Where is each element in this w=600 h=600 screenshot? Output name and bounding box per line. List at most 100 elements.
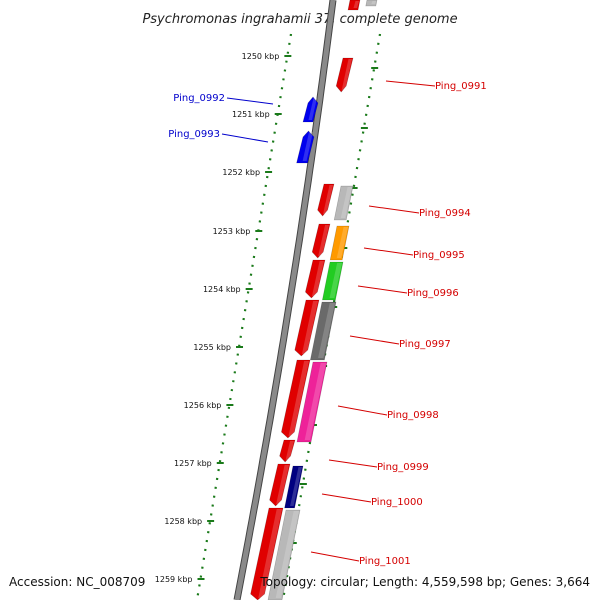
gene-label-ping-0993: Ping_0993 [168, 129, 269, 143]
gene-highlight [341, 59, 352, 90]
gene-highlight [371, 1, 376, 4]
genome-backbone [233, 0, 337, 600]
gene-highlight [258, 509, 282, 598]
gene-highlight [318, 303, 335, 358]
gene-body [294, 299, 320, 357]
map-title: Psychromonas ingrahamii 37, complete gen… [142, 12, 457, 27]
gene-label-ping-0998: Ping_0998 [337, 405, 439, 421]
tick-label: 1255 kbp [193, 343, 231, 352]
gene-ping-0994 [317, 183, 335, 217]
gene-body [296, 361, 328, 443]
tick-label: 1254 kbp [203, 285, 241, 294]
dotted-guide-left [195, 33, 293, 600]
gene-body [329, 225, 350, 261]
tick-1255-kbp: 1255 kbp [193, 343, 244, 352]
tick-1254-kbp: 1254 kbp [203, 285, 253, 294]
gene-body [302, 96, 319, 123]
gene-ping-0996 [305, 259, 326, 299]
gene-label-ping-0994: Ping_0994 [368, 205, 471, 219]
gene-highlight [276, 465, 289, 504]
gene-highlight [340, 187, 352, 218]
leader-line [385, 80, 436, 87]
gene-highlight [329, 263, 342, 298]
leader-line [363, 247, 414, 256]
category-box-0995 [329, 225, 350, 261]
gene-body [284, 465, 304, 509]
gene-body [317, 183, 335, 217]
tick-label: 1251 kbp [232, 110, 270, 119]
tick-label: 1257 kbp [174, 459, 212, 468]
tick-label: 1258 kbp [164, 517, 202, 526]
gene-label-text: Ping_0996 [407, 288, 459, 299]
gene-body [296, 130, 315, 164]
gene-ping-0993 [296, 130, 315, 164]
gene-body [347, 0, 361, 11]
leader-line [321, 493, 372, 503]
gene-highlight [353, 1, 359, 8]
gene-highlight [301, 301, 318, 354]
tick-label: 1252 kbp [222, 168, 260, 177]
category-box-1001 [267, 509, 301, 600]
leader-line [368, 205, 420, 214]
gene-track [250, 0, 378, 600]
tick-label: 1253 kbp [213, 227, 251, 236]
gene-highlight [285, 441, 294, 460]
tick-1251-kbp: 1251 kbp [232, 110, 282, 119]
gene-body [279, 439, 296, 463]
gene-body [322, 261, 344, 301]
gene-ping-0999 [279, 439, 296, 463]
tick-1257-kbp: 1257 kbp [174, 459, 224, 468]
tick-label: 1259 kbp [155, 575, 193, 584]
gene-body [310, 301, 337, 361]
kbp-scale: 1250 kbp 1251 kbp 1252 kbp 1253 kbp 1254 kbp… [155, 52, 292, 584]
leader-line [226, 97, 274, 105]
leader-line [337, 405, 388, 416]
gene-label-text: Ping_0997 [399, 339, 451, 350]
gene-label-text: Ping_1000 [371, 497, 423, 508]
gene-label-text: Ping_0994 [419, 208, 471, 219]
gene-label-ping-0996: Ping_0996 [357, 285, 459, 299]
gene-ping-0998 [281, 359, 311, 439]
topology-text: Topology: circular; Length: 4,559,598 bp… [259, 575, 590, 589]
gene-ping-1001 [250, 507, 284, 600]
gene-highlight [336, 227, 348, 258]
leader-line [349, 335, 400, 345]
gene-ping-0991 [335, 57, 354, 93]
gene-body [250, 507, 284, 600]
gene-body [269, 463, 291, 507]
category-box-0998 [296, 361, 328, 443]
gene-ping-0997 [294, 299, 320, 357]
gene-label-ping-1001: Ping_1001 [310, 551, 411, 567]
gene-body [365, 0, 378, 7]
tick-1253-kbp: 1253 kbp [213, 227, 263, 236]
tick-1259-kbp: 1259 kbp [155, 575, 205, 584]
gene-highlight [302, 132, 313, 161]
gene-body [267, 509, 301, 600]
leader-line [328, 459, 378, 468]
gene-labels: Ping_0991 Ping_0994 Ping_0995 Ping_0996 Ping… [168, 80, 487, 567]
gene-highlight [288, 361, 309, 436]
tick-label: 1256 kbp [184, 401, 222, 410]
backbone-line [234, 0, 336, 600]
category-box-0997 [310, 301, 337, 361]
gene-label-text: Ping_1001 [359, 556, 411, 567]
dotted-guide-right [281, 33, 382, 600]
gene-label-text: Ping_0998 [387, 410, 439, 421]
accession-text: Accession: NC_008709 [9, 575, 145, 589]
gene-highlight [304, 363, 326, 440]
gene-label-text: Ping_0991 [435, 81, 487, 92]
gene-highlight [318, 225, 329, 256]
category-box-0994 [333, 185, 354, 221]
leader-line [310, 551, 360, 562]
tick-label: 1250 kbp [242, 52, 280, 61]
gene-ping-1000 [269, 463, 291, 507]
gene-highlight [275, 511, 299, 598]
leader-line [357, 285, 408, 294]
tick-1250-kbp: 1250 kbp [242, 52, 292, 61]
gene-label-ping-0999: Ping_0999 [328, 459, 429, 473]
gene-label-ping-0997: Ping_0997 [349, 335, 451, 350]
gene-body [335, 57, 354, 93]
gene-label-text: Ping_0995 [413, 250, 465, 261]
gene-highlight [312, 261, 324, 296]
